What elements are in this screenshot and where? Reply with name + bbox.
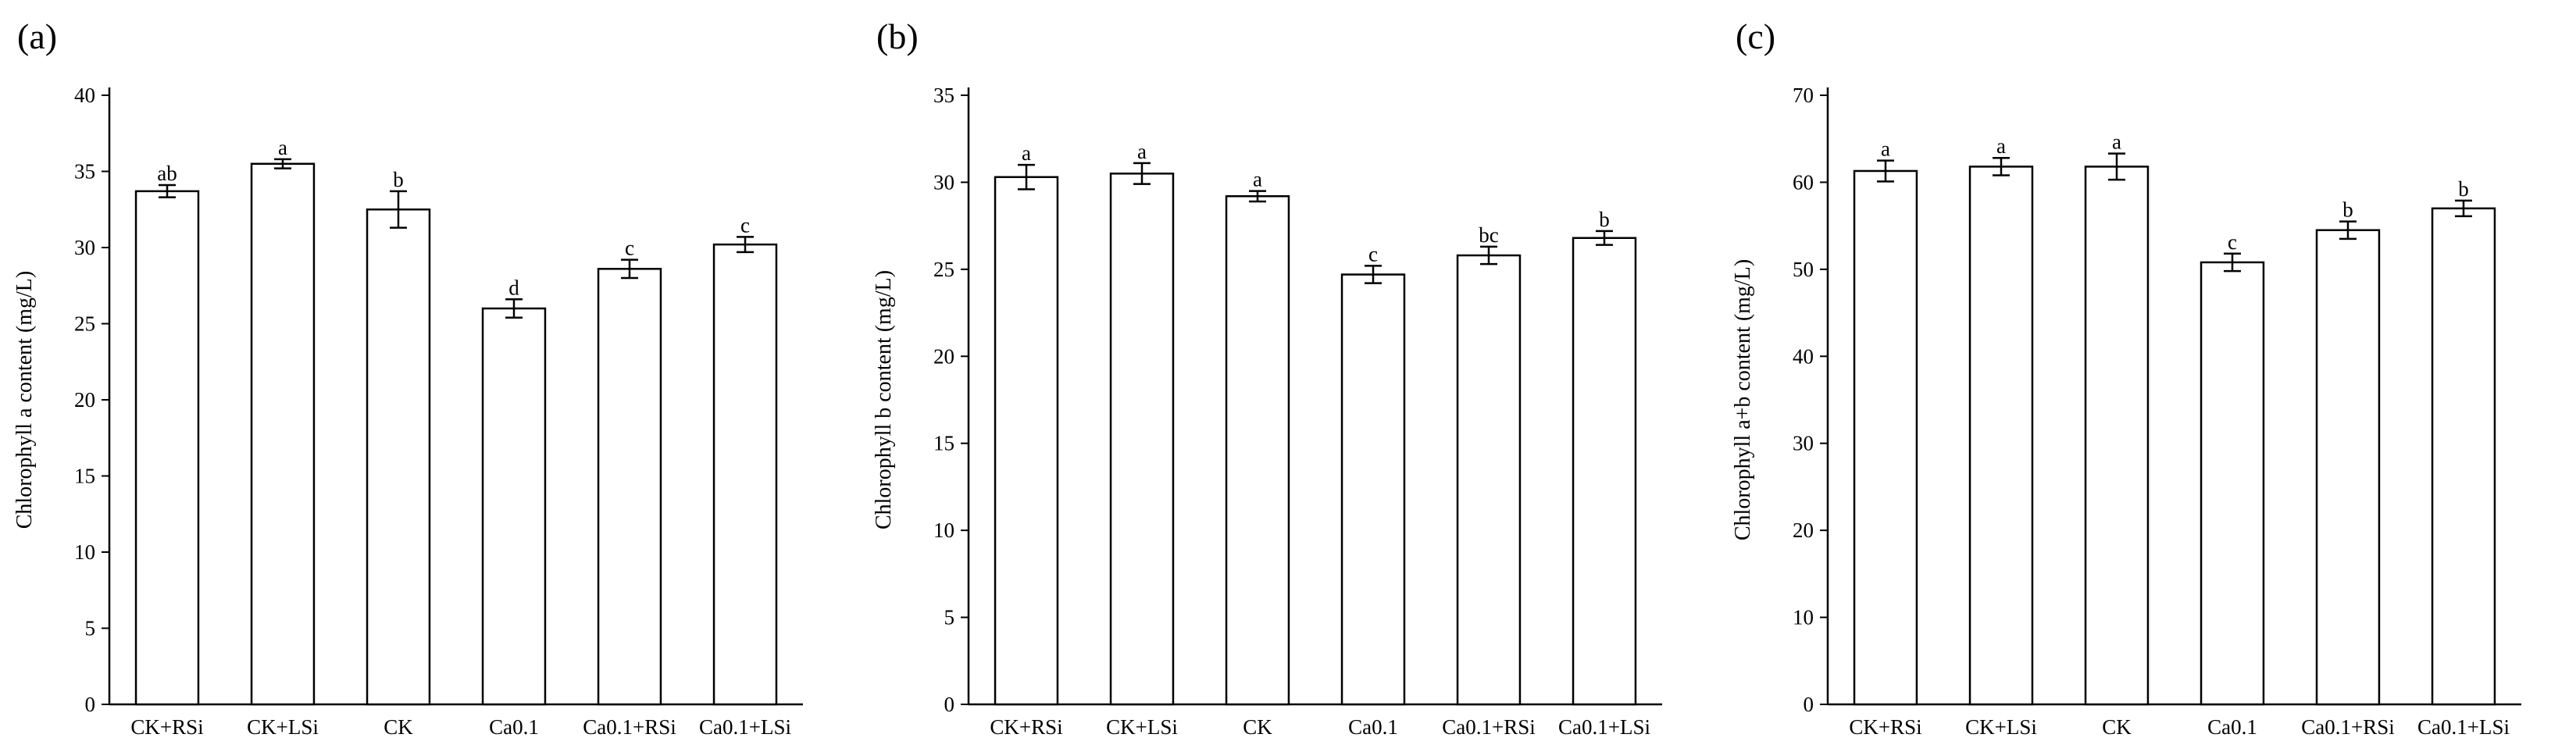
y-tick-label: 30 (74, 236, 95, 259)
bar (250, 162, 316, 706)
x-tick-label: Ca0.1+LSi (699, 715, 791, 739)
y-tick-label: 10 (933, 519, 954, 542)
y-tick-label: 25 (933, 258, 954, 281)
y-tick-label: 50 (1793, 258, 1814, 281)
y-tick-label: 60 (1793, 170, 1814, 194)
significance-letter: b (1599, 208, 1610, 231)
significance-letter: a (1253, 168, 1262, 191)
y-axis-label: Chlorophyll a+b content (mg/L) (1731, 259, 1755, 540)
x-tick-label: Ca0.1 (1348, 715, 1398, 739)
x-tick-label: CK (1243, 715, 1272, 739)
y-tick-label: 20 (933, 344, 954, 368)
x-tick-label: CK (2102, 715, 2132, 739)
panel-label: (a) (17, 16, 57, 56)
y-axis-label: Chlorophyll b content (mg/L) (872, 270, 896, 529)
y-axis-label: Chlorophyll a content (mg/L) (12, 271, 37, 529)
y-tick-label: 35 (74, 160, 95, 184)
x-tick-label: Ca0.1+RSi (1442, 715, 1536, 739)
x-tick-label: CK (384, 715, 413, 739)
significance-letter: a (278, 136, 287, 159)
significance-letter: b (2342, 198, 2353, 222)
x-tick-label: CK+LSi (247, 715, 319, 739)
y-tick-label: 5 (944, 606, 955, 629)
significance-letter: bc (1479, 223, 1499, 247)
y-tick-label: 20 (1793, 519, 1814, 542)
significance-letter: a (1022, 141, 1031, 165)
panel-label: (b) (876, 16, 919, 56)
panel-label: (c) (1736, 16, 1775, 56)
significance-letter: a (1996, 134, 2006, 158)
significance-letter: b (393, 168, 404, 191)
y-tick-label: 5 (85, 617, 96, 640)
panel-b: (b) Chlorophyll b content (mg/L) 0 5 10 15 20 2… (872, 16, 1662, 739)
x-tick-label: CK+RSi (130, 715, 203, 739)
bar (481, 307, 547, 706)
y-tick-label: 40 (74, 84, 95, 107)
bar (597, 268, 662, 706)
bar (1853, 169, 1918, 706)
bar (366, 208, 431, 706)
y-tick-label: 30 (933, 170, 954, 194)
x-tick-label: Ca0.1 (2207, 715, 2257, 739)
bar (712, 243, 778, 706)
y-tick-label: 35 (933, 84, 954, 107)
y-tick-label: 40 (1793, 344, 1814, 368)
significance-letter: b (2458, 177, 2469, 201)
x-tick-label: CK+RSi (990, 715, 1062, 739)
significance-letter: c (625, 237, 634, 260)
bar (994, 176, 1059, 706)
y-tick-label: 15 (74, 465, 95, 488)
y-tick-label: 0 (85, 693, 96, 716)
bar (1456, 254, 1522, 706)
bar (2084, 166, 2150, 706)
y-tick-label: 70 (1793, 84, 1814, 107)
significance-letter: a (2112, 130, 2121, 154)
y-tick-label: 0 (1804, 693, 1814, 716)
panel-c: (c) Chlorophyll a+b content (mg/L) 0 10 20 30… (1731, 16, 2521, 739)
bar (2431, 207, 2496, 706)
x-tick-label: Ca0.1+LSi (1558, 715, 1650, 739)
bar (1968, 166, 2034, 706)
bar (2315, 229, 2381, 706)
y-tick-label: 25 (74, 312, 95, 336)
significance-letter: a (1881, 137, 1890, 161)
x-tick-label: CK+LSi (1106, 715, 1178, 739)
x-tick-label: CK+RSi (1849, 715, 1921, 739)
x-tick-label: Ca0.1 (489, 715, 539, 739)
bar (1572, 237, 1637, 706)
bar (1225, 195, 1290, 706)
significance-letter: c (1368, 242, 1378, 266)
y-tick-label: 10 (1793, 606, 1814, 629)
panel-a: (a) Chlorophyll a content (mg/L) 0 5 10 15 20 2… (12, 16, 803, 739)
significance-letter: c (2228, 230, 2237, 254)
x-tick-label: Ca0.1+RSi (583, 715, 676, 739)
bar (134, 190, 200, 706)
x-tick-label: Ca0.1+LSi (2417, 715, 2510, 739)
bar (1340, 273, 1406, 706)
significance-letter: a (1137, 140, 1147, 163)
significance-letter: d (508, 276, 519, 299)
x-tick-label: CK+LSi (1965, 715, 2037, 739)
significance-letter: ab (157, 162, 177, 185)
y-tick-label: 0 (944, 693, 955, 716)
y-tick-label: 20 (74, 388, 95, 412)
y-tick-label: 10 (74, 540, 95, 564)
bar (1109, 173, 1175, 706)
x-tick-label: Ca0.1+RSi (2301, 715, 2395, 739)
bar (2200, 261, 2265, 706)
y-tick-label: 15 (933, 432, 954, 455)
significance-letter: c (740, 213, 750, 237)
y-tick-label: 30 (1793, 432, 1814, 455)
